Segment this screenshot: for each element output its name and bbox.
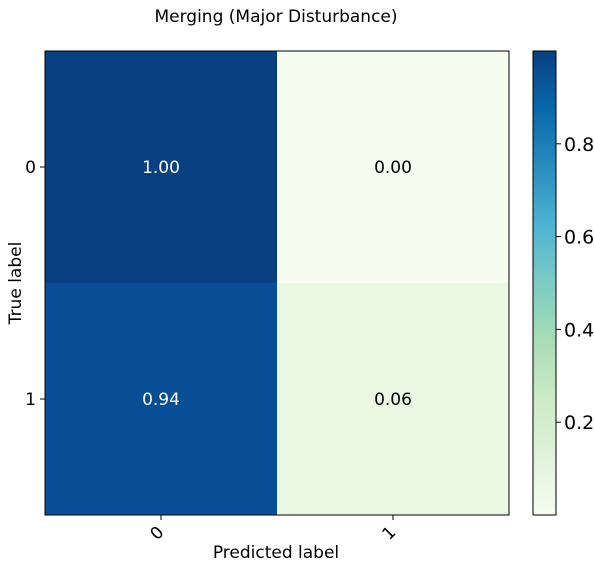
x-tick-label-1: 1 <box>379 523 401 545</box>
heatmap-cell-labels: 1.00 0.00 0.94 0.06 <box>142 158 412 410</box>
plot-frame <box>44 50 510 516</box>
colorbar-ticks: 0.2 0.4 0.6 0.8 <box>556 134 594 434</box>
colorbar-tick-label-2: 0.6 <box>564 227 594 249</box>
heatmap-cell-1-0 <box>45 283 277 515</box>
y-tick-label-0: 0 <box>25 158 36 178</box>
colorbar-tick-label-1: 0.4 <box>564 319 594 341</box>
colorbar-tick-label-0: 0.2 <box>564 412 594 434</box>
colorbar-tick-label-3: 0.8 <box>564 134 594 156</box>
chart-title: Merging (Major Disturbance) <box>154 7 397 27</box>
heatmap-cell-1-1 <box>277 283 509 515</box>
x-axis-label: Predicted label <box>213 543 339 563</box>
cell-value-label-1-1: 0.06 <box>374 390 412 410</box>
heatmap-cell-0-1 <box>277 51 509 283</box>
heatmap-cells <box>45 51 509 515</box>
y-axis-label: True label <box>6 242 26 326</box>
cell-value-label-0-0: 1.00 <box>142 158 180 178</box>
heatmap-cell-0-0 <box>45 51 277 283</box>
y-tick-label-1: 1 <box>25 390 36 410</box>
y-axis-ticks: 01 <box>25 158 45 410</box>
x-tick-label-0: 0 <box>147 523 169 545</box>
colorbar <box>532 50 557 516</box>
cell-value-label-0-1: 0.00 <box>374 158 412 178</box>
cell-value-label-1-0: 0.94 <box>142 390 180 410</box>
